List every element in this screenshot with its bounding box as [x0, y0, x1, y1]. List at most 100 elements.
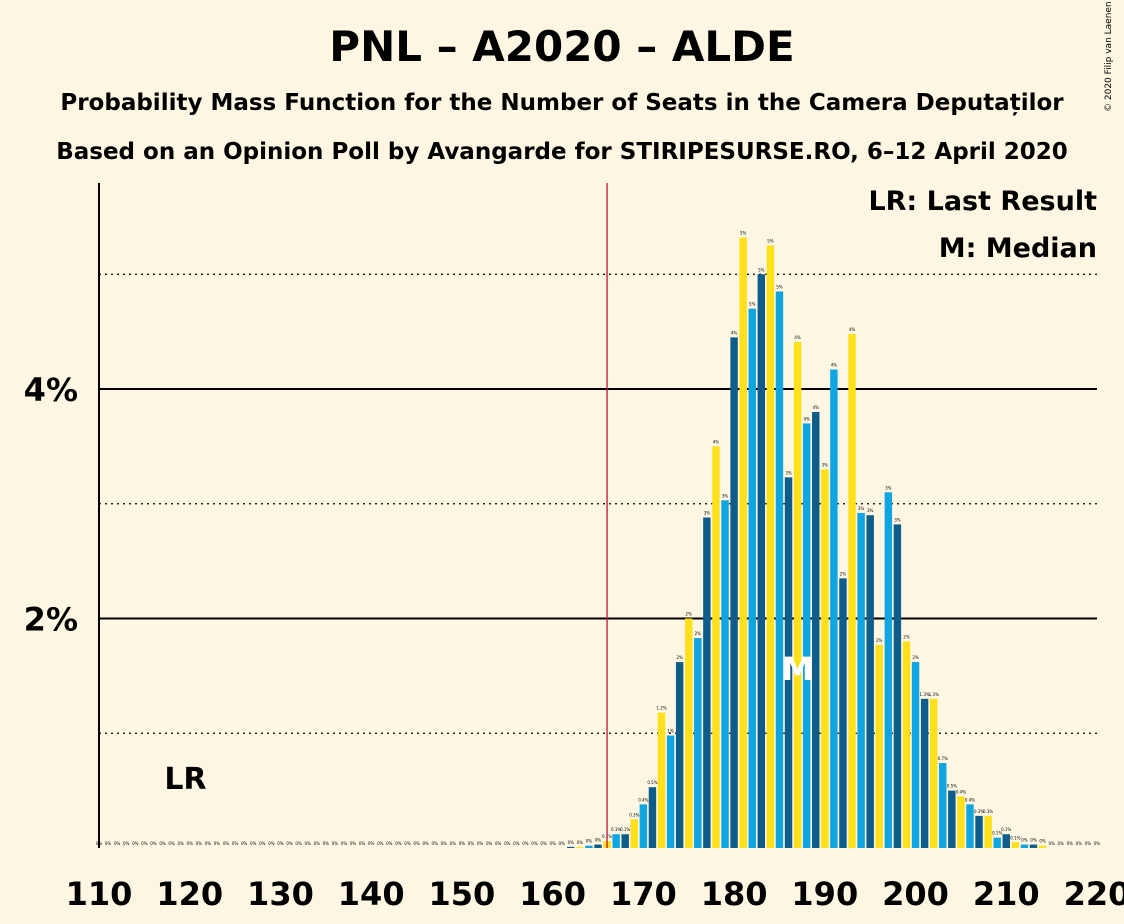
bar-label-seat-129: 0%	[268, 841, 275, 846]
bar-label-seat-220: 0%	[1094, 841, 1101, 846]
bar-seat-162	[567, 846, 575, 848]
x-tick-label: 180	[701, 875, 768, 913]
bar-label-seat-153: 0%	[486, 841, 493, 846]
bar-label-seat-191: 4%	[831, 362, 838, 367]
bar-label-seat-126: 0%	[241, 841, 248, 846]
bar-seat-199	[902, 641, 911, 848]
bar-label-seat-133: 0%	[304, 841, 311, 846]
bar-label-seat-140: 0%	[368, 841, 375, 846]
bar-label-seat-203: 0.7%	[938, 756, 948, 761]
x-tick-label: 170	[610, 875, 677, 913]
bar-label-seat-163: 0%	[577, 840, 584, 845]
bar-seat-183	[757, 274, 766, 848]
bar-label-seat-125: 0%	[232, 841, 239, 846]
bar-label-seat-179: 3%	[722, 493, 729, 498]
bar-label-seat-174: 2%	[676, 655, 683, 660]
bar-label-seat-165: 0%	[595, 838, 602, 843]
bar-seat-202	[929, 698, 938, 848]
bar-label-seat-217: 0%	[1067, 841, 1074, 846]
bar-seat-213	[1029, 844, 1038, 848]
bar-label-seat-115: 0%	[141, 841, 148, 846]
bar-seat-194	[857, 512, 865, 848]
bar-label-seat-145: 0%	[413, 841, 420, 846]
bar-label-seat-120: 0%	[187, 841, 194, 846]
bar-seat-205	[957, 796, 965, 848]
bar-seat-191	[830, 369, 838, 848]
x-tick-label: 130	[247, 875, 314, 913]
bar-seat-182	[748, 308, 756, 848]
bar-seat-210	[1002, 834, 1010, 848]
bar-label-seat-137: 0%	[341, 841, 348, 846]
grid-lines	[99, 273, 1097, 734]
bar-label-seat-167: 0.1%	[611, 827, 621, 832]
x-tick-label: 200	[882, 875, 949, 913]
bar-label-seat-162: 0%	[568, 840, 575, 845]
bar-label-seat-185: 5%	[776, 284, 783, 289]
bar-label-seat-138: 0%	[350, 841, 357, 846]
bar-label-seat-116: 0%	[150, 841, 157, 846]
bar-label-seat-149: 0%	[450, 841, 457, 846]
bar-label-seat-159: 0%	[540, 841, 547, 846]
legend-last-result: LR: Last Result	[868, 186, 1097, 217]
x-tick-label: 220	[1064, 875, 1124, 913]
bar-label-seat-215: 0%	[1048, 841, 1055, 846]
bar-label-seat-178: 4%	[713, 439, 720, 444]
bar-label-seat-143: 0%	[395, 841, 402, 846]
bar-seat-211	[1011, 842, 1020, 848]
bar-label-seat-135: 0%	[323, 841, 330, 846]
bar-label-seat-189: 4%	[813, 405, 820, 410]
bar-label-seat-160: 0%	[549, 841, 556, 846]
bar-label-seat-196: 2%	[876, 638, 883, 643]
bar-seat-208	[984, 815, 992, 848]
bar-seat-192	[839, 578, 847, 848]
bar-label-seat-193: 4%	[849, 327, 856, 332]
bar-seat-195	[866, 515, 874, 848]
bar-label-seat-157: 0%	[522, 841, 529, 846]
bar-label-seat-216: 0%	[1058, 841, 1065, 846]
bar-seat-185	[775, 291, 784, 848]
bar-label-seat-214: 0%	[1039, 839, 1046, 844]
bar-seat-190	[821, 469, 829, 848]
bar-seat-187	[793, 341, 802, 848]
bars	[567, 237, 1047, 848]
bar-seat-169	[630, 819, 639, 848]
bar-label-seat-205: 0.4%	[956, 789, 966, 794]
bar-label-seat-128: 0%	[259, 841, 266, 846]
bar-label-seat-139: 0%	[359, 841, 366, 846]
bar-label-seat-164: 0%	[586, 839, 593, 844]
bar-label-seat-150: 0%	[459, 841, 466, 846]
bar-seat-163	[576, 846, 584, 848]
bar-label-seat-156: 0%	[513, 841, 520, 846]
chart-subtitle: Probability Mass Function for the Number…	[60, 90, 1064, 116]
bar-seat-173	[666, 735, 675, 848]
bar-label-seat-207: 0.3%	[974, 809, 984, 814]
bar-seat-181	[739, 237, 747, 848]
bar-label-seat-209: 0.1%	[992, 831, 1002, 836]
bar-seat-212	[1020, 844, 1029, 848]
x-tick-label: 150	[429, 875, 496, 913]
bar-label-seat-130: 0%	[277, 841, 284, 846]
bar-seat-186	[784, 477, 793, 848]
bar-label-seat-119: 0%	[177, 841, 184, 846]
bar-seat-197	[884, 492, 893, 848]
bar-label-seat-184: 5%	[767, 239, 774, 244]
bar-seat-200	[911, 662, 920, 848]
bar-seat-184	[766, 245, 775, 848]
chart-source: Based on an Opinion Poll by Avangarde fo…	[56, 139, 1068, 165]
bar-seat-178	[712, 446, 720, 848]
y-tick-label: 2%	[24, 601, 78, 639]
bar-label-seat-123: 0%	[214, 841, 221, 846]
bar-seat-176	[694, 638, 702, 848]
bar-seat-196	[875, 644, 883, 848]
bar-label-seat-213: 0%	[1030, 838, 1037, 843]
bar-label-seat-211: 0.1%	[1010, 835, 1020, 840]
bar-seat-167	[612, 834, 620, 848]
bar-label-seat-111: 0%	[105, 841, 112, 846]
bar-value-labels: 0% 0% 0% 0% 0% 0% 0% 0% 0% 0% 0% 0% 0% 0% 0% 0% 0% 0% 0% 0%…	[96, 231, 1101, 846]
bar-label-seat-146: 0%	[422, 841, 429, 846]
bar-label-seat-219: 0%	[1085, 841, 1092, 846]
bar-label-seat-218: 0%	[1076, 841, 1083, 846]
bar-seat-170	[639, 804, 648, 848]
bar-label-seat-182: 5%	[749, 302, 756, 307]
bar-label-seat-124: 0%	[223, 841, 230, 846]
